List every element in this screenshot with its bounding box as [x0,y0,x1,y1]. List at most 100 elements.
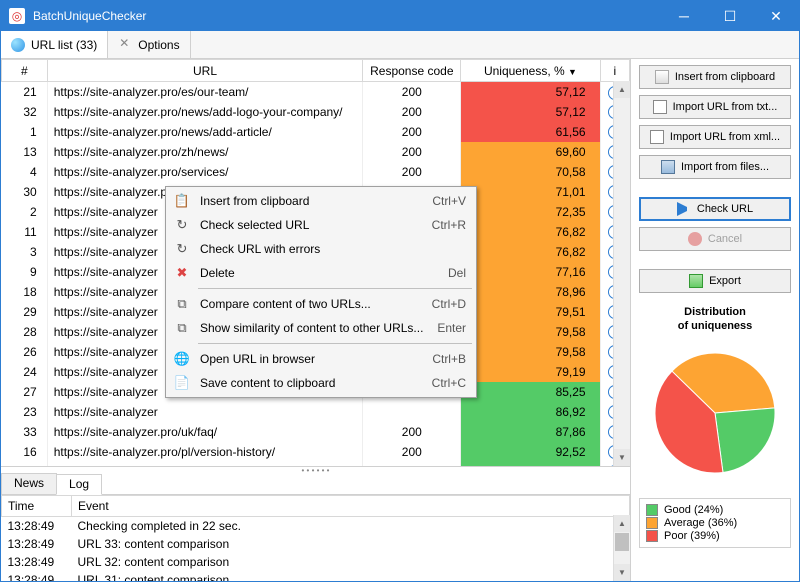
cell-uniq: 76,82 [461,222,600,242]
cell-num: 23 [2,402,48,422]
table-row[interactable]: 13https://site-analyzer.pro/zh/news/2006… [2,142,630,162]
app-icon [9,8,25,24]
tab-news[interactable]: News [1,473,57,494]
menu-item-icon: 📋 [172,191,192,211]
cell-num: 21 [2,82,48,102]
cell-uniq: 69,60 [461,142,600,162]
cell-num: 26 [2,342,48,362]
log-event: URL 31: content comparison [72,571,630,581]
cancel-button: Cancel [639,227,791,251]
bottom-panel: • • • • • • News Log Time Event 13:28:49… [1,466,630,581]
cell-code: 200 [363,442,461,462]
log-row: 13:28:49Checking completed in 22 sec. [2,517,630,536]
window-title: BatchUniqueChecker [33,9,661,23]
col-info[interactable]: i [600,60,629,82]
menu-item-icon: ✖ [172,263,192,283]
import-xml-button[interactable]: Import URL from xml... [639,125,791,149]
menu-item-accel: Ctrl+R [432,218,466,232]
tab-options[interactable]: Options [108,31,190,58]
scroll-up-icon[interactable]: ▲ [614,81,630,98]
menu-item[interactable]: 📋Insert from clipboardCtrl+V [168,189,474,213]
table-row[interactable]: 33https://site-analyzer.pro/uk/faq/20087… [2,422,630,442]
context-menu[interactable]: 📋Insert from clipboardCtrl+V↻Check selec… [165,186,477,398]
menu-item-label: Save content to clipboard [200,376,424,390]
table-row[interactable]: 1https://site-analyzer.pro/news/add-arti… [2,122,630,142]
col-code[interactable]: Response code [363,60,461,82]
scroll-up-icon[interactable]: ▲ [614,515,630,532]
menu-item-accel: Ctrl+C [432,376,466,390]
cell-num: 18 [2,282,48,302]
col-url[interactable]: URL [47,60,363,82]
menu-item-label: Open URL in browser [200,352,424,366]
menu-item[interactable]: 📄Save content to clipboardCtrl+C [168,371,474,395]
menu-item[interactable]: ⧉Compare content of two URLs...Ctrl+D [168,292,474,316]
menu-item[interactable]: 🌐Open URL in browserCtrl+B [168,347,474,371]
import-files-button[interactable]: Import from files... [639,155,791,179]
tab-url-list[interactable]: URL list (33) [1,31,108,58]
table-row[interactable]: 23https://site-analyzer86,92i [2,402,630,422]
menu-item-label: Check selected URL [200,218,424,232]
menu-item[interactable]: ↻Check URL with errors [168,237,474,261]
table-row[interactable]: 4https://site-analyzer.pro/services/2007… [2,162,630,182]
cell-uniq: 57,12 [461,82,600,102]
close-button[interactable]: ✕ [753,1,799,31]
maximize-button[interactable]: ☐ [707,1,753,31]
txt-icon [653,100,667,114]
cell-num: 16 [2,442,48,462]
log-row: 13:28:49URL 32: content comparison [2,553,630,571]
log-row: 13:28:49URL 31: content comparison [2,571,630,581]
cell-num: 9 [2,262,48,282]
menu-item-label: Insert from clipboard [200,194,424,208]
menu-item[interactable]: ⧉Show similarity of content to other URL… [168,316,474,340]
table-row[interactable]: 32https://site-analyzer.pro/news/add-log… [2,102,630,122]
scroll-thumb[interactable] [615,533,629,551]
insert-clipboard-button[interactable]: Insert from clipboard [639,65,791,89]
cell-uniq: 61,56 [461,122,600,142]
legend-poor: Poor (39%) [646,530,784,542]
table-row[interactable]: 17https://site-analyzer.pro/pt/documenta… [2,462,630,467]
cell-num: 30 [2,182,48,202]
menu-separator [198,343,472,344]
grid-scrollbar[interactable]: ▲ ▼ [613,81,630,466]
menu-item-accel: Ctrl+B [432,352,466,366]
titlebar: BatchUniqueChecker ─ ☐ ✕ [1,1,799,31]
files-icon [661,160,675,174]
cell-num: 32 [2,102,48,122]
export-button[interactable]: Export [639,269,791,293]
cell-uniq: 70,58 [461,162,600,182]
minimize-button[interactable]: ─ [661,1,707,31]
clipboard-icon [655,70,669,84]
cell-uniq: 57,12 [461,102,600,122]
log-time: 13:28:49 [2,553,72,571]
cell-num: 27 [2,382,48,402]
cell-code: 200 [363,422,461,442]
cell-uniq: 79,19 [461,362,600,382]
menu-item-accel: Enter [437,321,466,335]
scroll-down-icon[interactable]: ▼ [614,564,630,581]
col-uniq[interactable]: Uniqueness, % ▼ [461,60,600,82]
log-col-time[interactable]: Time [2,496,72,517]
table-row[interactable]: 21https://site-analyzer.pro/es/our-team/… [2,82,630,102]
menu-item[interactable]: ✖DeleteDel [168,261,474,285]
cell-uniq: 79,58 [461,322,600,342]
sidebar: Insert from clipboard Import URL from tx… [631,59,799,581]
log-time: 13:28:49 [2,535,72,553]
check-url-button[interactable]: Check URL [639,197,791,221]
col-num[interactable]: # [2,60,48,82]
cell-num: 11 [2,222,48,242]
cell-num: 3 [2,242,48,262]
globe-icon [11,38,25,52]
table-row[interactable]: 16https://site-analyzer.pro/pl/version-h… [2,442,630,462]
cell-code: 200 [363,102,461,122]
log-scrollbar[interactable]: ▲ ▼ [613,515,630,581]
tab-log[interactable]: Log [56,474,102,495]
log-col-event[interactable]: Event [72,496,630,517]
menu-separator [198,288,472,289]
import-txt-button[interactable]: Import URL from txt... [639,95,791,119]
menu-item-accel: Del [448,266,466,280]
xml-icon [650,130,664,144]
scroll-down-icon[interactable]: ▼ [614,449,630,466]
cell-num: 2 [2,202,48,222]
cell-code [363,402,461,422]
menu-item[interactable]: ↻Check selected URLCtrl+R [168,213,474,237]
